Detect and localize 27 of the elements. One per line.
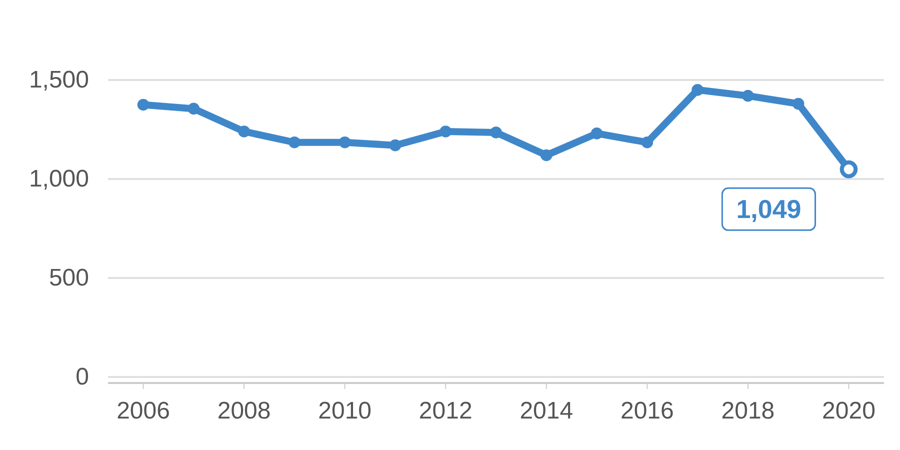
y-tick-label: 1,000: [28, 166, 89, 193]
annotation: 1,049: [736, 194, 802, 224]
point: [692, 84, 704, 96]
y-tick-label: 0: [76, 364, 89, 391]
x-tick-label: 2018: [721, 397, 775, 424]
point: [338, 136, 351, 148]
point: [288, 136, 300, 148]
x-tick-label: 2008: [217, 397, 271, 424]
y-tick-label: 1,500: [28, 66, 89, 94]
point: [540, 149, 552, 162]
point: [188, 102, 200, 115]
point: [641, 136, 654, 148]
y-tick-label: 500: [48, 264, 89, 292]
point: [440, 126, 452, 138]
point: [389, 139, 402, 152]
x-tick-label: 2020: [822, 397, 876, 424]
x-tick-label: 2006: [116, 397, 170, 424]
point: [742, 90, 754, 102]
point: [590, 128, 603, 140]
point: [792, 98, 804, 110]
point: [490, 126, 502, 138]
x-tick-label: 2012: [418, 397, 472, 424]
point: [238, 126, 250, 138]
x-tick-label: 2010: [318, 397, 372, 424]
x-tick-label: 2014: [520, 397, 574, 424]
x-tick-label: 2016: [620, 397, 674, 424]
point: [137, 98, 150, 111]
